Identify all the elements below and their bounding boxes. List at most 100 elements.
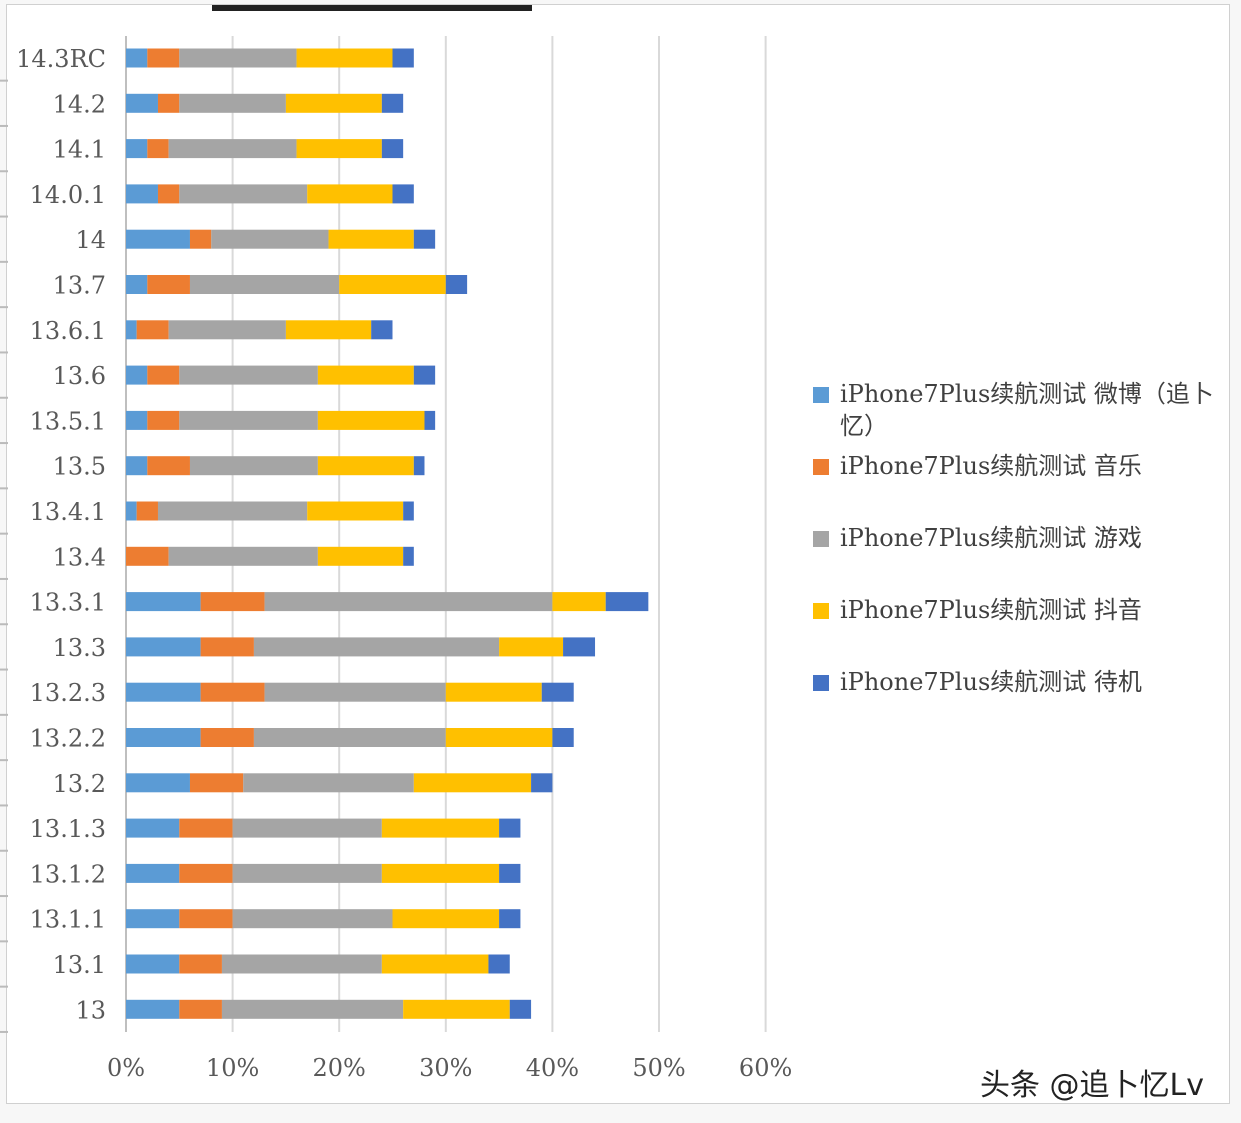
bar-segment-5 bbox=[552, 728, 574, 747]
bar-segment-5 bbox=[488, 954, 510, 974]
bar-segment-4 bbox=[307, 184, 393, 204]
bar-segment-5 bbox=[381, 93, 404, 113]
bar-segment-5 bbox=[403, 546, 414, 566]
bar-segment-5 bbox=[403, 501, 414, 521]
watermark: 头条 @追卜忆Lv bbox=[980, 1068, 1205, 1103]
bar-segment-4 bbox=[392, 909, 500, 929]
y-tick-label: 13.6.1 bbox=[30, 317, 106, 345]
bar-segment-5 bbox=[499, 909, 521, 929]
bar-segment-3 bbox=[221, 954, 382, 974]
bar-segment-3 bbox=[264, 682, 446, 702]
bar-segment-1 bbox=[126, 773, 190, 793]
bar-segment-3 bbox=[157, 501, 308, 521]
bar-segment-4 bbox=[552, 592, 606, 612]
bar-segment-4 bbox=[445, 728, 553, 747]
bar-segment-1 bbox=[126, 320, 137, 340]
bar-segment-2 bbox=[147, 365, 180, 385]
bar-segment-3 bbox=[189, 456, 318, 476]
bar-segment-3 bbox=[211, 229, 329, 249]
legend-item[interactable]: iPhone7Plus续航测试 待机 bbox=[813, 666, 1240, 698]
legend-item[interactable]: iPhone7Plus续航测试 游戏 bbox=[813, 522, 1240, 554]
bar-segment-1 bbox=[126, 954, 180, 974]
bar-segment-2 bbox=[136, 501, 158, 521]
bar-segment-3 bbox=[168, 139, 297, 159]
bar-segment-5 bbox=[424, 410, 436, 430]
y-tick-label: 14 bbox=[75, 226, 106, 254]
bar-segment-3 bbox=[221, 999, 404, 1019]
bar-segment-4 bbox=[413, 773, 532, 793]
bar-segment-5 bbox=[413, 365, 436, 385]
bar-segment-2 bbox=[147, 275, 190, 294]
y-tick-label: 13.2 bbox=[53, 770, 106, 798]
bar-segment-3 bbox=[168, 320, 286, 340]
y-tick-label: 13.2.2 bbox=[30, 725, 106, 753]
y-tick-label: 13.6 bbox=[53, 362, 106, 390]
bar-segment-3 bbox=[232, 909, 393, 929]
legend-label: iPhone7Plus续航测试 抖音 bbox=[840, 596, 1142, 624]
bar-segment-3 bbox=[253, 637, 500, 657]
bar-segment-2 bbox=[126, 546, 169, 566]
legend-item[interactable]: iPhone7Plus续航测试 音乐 bbox=[813, 450, 1240, 482]
bar-segment-3 bbox=[168, 546, 318, 566]
bar-segment-1 bbox=[126, 818, 180, 838]
bar-segment-1 bbox=[126, 229, 190, 249]
bar-segment-4 bbox=[317, 546, 404, 566]
y-tick-label: 13.4.1 bbox=[30, 498, 106, 526]
bar-segment-5 bbox=[531, 773, 553, 793]
bar-segment-2 bbox=[157, 184, 180, 204]
bar-segment-4 bbox=[499, 637, 564, 657]
bar-segment-3 bbox=[243, 773, 414, 793]
y-tick-label: 14.0.1 bbox=[30, 181, 106, 209]
bar-segment-5 bbox=[499, 863, 521, 883]
bar-segment-5 bbox=[605, 592, 649, 612]
bar-segment-4 bbox=[296, 139, 382, 159]
bar-segment-2 bbox=[200, 637, 254, 657]
bar-segment-3 bbox=[179, 93, 286, 113]
bar-segment-2 bbox=[147, 139, 169, 159]
legend-label: iPhone7Plus续航测试 音乐 bbox=[840, 452, 1142, 480]
bar-segment-3 bbox=[179, 410, 318, 430]
y-tick-label: 13.5.1 bbox=[30, 407, 106, 435]
legend-label: iPhone7Plus续航测试 游戏 bbox=[840, 524, 1142, 552]
bar-segment-4 bbox=[307, 501, 404, 521]
bar-segment-2 bbox=[189, 773, 244, 793]
bar-segment-4 bbox=[381, 818, 500, 838]
legend-swatch bbox=[813, 603, 829, 619]
bar-segment-4 bbox=[317, 456, 414, 476]
bar-segment-2 bbox=[157, 93, 180, 113]
bar-segment-2 bbox=[179, 999, 222, 1019]
bar-segment-1 bbox=[126, 999, 180, 1019]
bar-segment-5 bbox=[509, 999, 532, 1019]
legend-label: iPhone7Plus续航测试 微博（追卜忆） bbox=[840, 380, 1214, 440]
bar-segment-2 bbox=[200, 728, 254, 747]
bar-segment-2 bbox=[147, 48, 180, 68]
x-tick-label: 10% bbox=[206, 1054, 259, 1082]
bar-segment-1 bbox=[126, 275, 148, 294]
y-tick-label: 13.3.1 bbox=[30, 589, 106, 617]
legend-item[interactable]: iPhone7Plus续航测试 抖音 bbox=[813, 594, 1240, 626]
bar-segment-2 bbox=[189, 229, 212, 249]
y-tick-label: 13.1.1 bbox=[30, 906, 106, 934]
bar-segment-1 bbox=[126, 184, 158, 204]
x-tick-label: 30% bbox=[419, 1054, 472, 1082]
bar-segment-5 bbox=[381, 139, 404, 159]
legend-item[interactable]: iPhone7Plus续航测试 微博（追卜忆） bbox=[813, 378, 1240, 442]
bar-segment-2 bbox=[147, 456, 190, 476]
bar-segment-4 bbox=[403, 999, 510, 1019]
bar-segment-5 bbox=[371, 320, 393, 340]
bar-segment-1 bbox=[126, 139, 148, 159]
bar-segment-3 bbox=[179, 184, 308, 204]
bar-segment-2 bbox=[179, 863, 233, 883]
bar-segment-3 bbox=[179, 48, 297, 68]
y-tick-label: 14.2 bbox=[53, 90, 106, 118]
bar-segment-1 bbox=[126, 637, 201, 657]
bar-segment-4 bbox=[285, 320, 372, 340]
bar-segment-1 bbox=[126, 365, 148, 385]
x-tick-label: 60% bbox=[739, 1054, 792, 1082]
y-tick-label: 13.2.3 bbox=[30, 679, 106, 707]
bar-segment-5 bbox=[445, 275, 468, 294]
legend-swatch bbox=[813, 459, 829, 475]
bar-segment-2 bbox=[179, 954, 222, 974]
bar-segment-5 bbox=[499, 818, 521, 838]
